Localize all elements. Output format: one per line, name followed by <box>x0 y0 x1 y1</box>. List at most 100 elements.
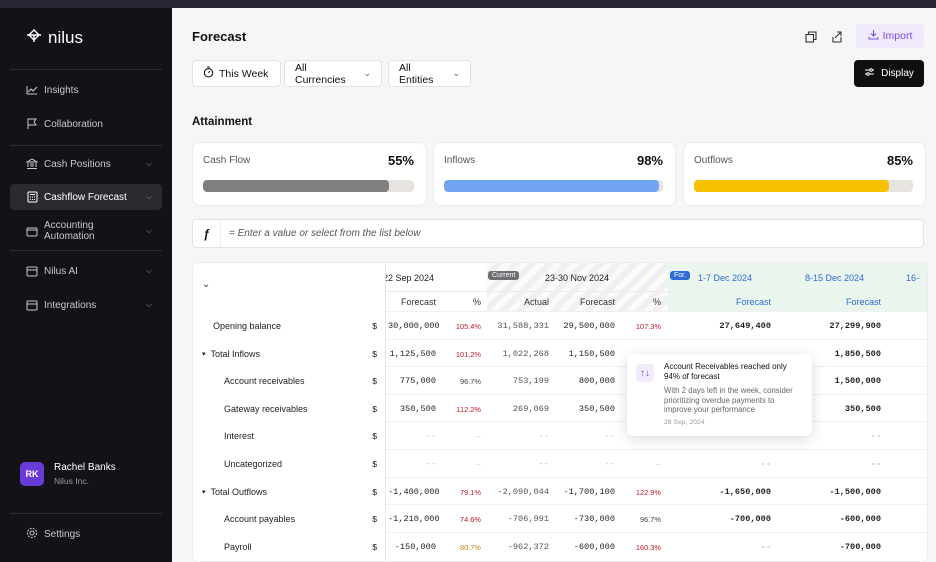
row-label[interactable]: ▾ Total Outflows <box>202 487 267 497</box>
import-button[interactable]: Import <box>856 24 924 48</box>
value-cell[interactable]: 29,500,000 <box>563 321 615 331</box>
row-label: Interest <box>224 431 254 441</box>
value-cell[interactable]: 753,199 <box>512 376 549 387</box>
user-profile[interactable]: RK Rachel Banks Nilus Inc. <box>20 462 116 486</box>
formula-input[interactable]: = Enter a value or select from the list … <box>229 228 421 239</box>
percent-cell[interactable]: 80.7% <box>460 542 481 552</box>
value-cell[interactable]: -- <box>538 459 549 469</box>
value-cell[interactable]: -- <box>604 459 615 469</box>
value-cell[interactable]: -600,000 <box>839 514 881 525</box>
share-icon[interactable] <box>828 28 846 46</box>
forecast-period-shade <box>668 263 927 311</box>
settings-link[interactable]: Settings <box>26 527 80 542</box>
value-cell[interactable]: -730,000 <box>573 514 615 525</box>
value-cell[interactable]: -- <box>870 431 881 442</box>
percent-cell[interactable]: 112.2% <box>456 404 481 414</box>
caret-down-icon[interactable]: ▾ <box>202 350 206 358</box>
percent-cell[interactable]: -- <box>656 460 661 469</box>
value-cell[interactable]: 350,500 <box>844 403 881 414</box>
value-cell[interactable]: -- <box>760 459 771 469</box>
value-cell[interactable]: 800,000 <box>578 376 615 387</box>
currency-symbol: $ <box>372 376 377 387</box>
currency-symbol: $ <box>372 403 377 414</box>
value-cell[interactable]: 350,500 <box>399 403 436 414</box>
calculator-icon <box>26 191 38 203</box>
copy-icon[interactable] <box>802 28 820 46</box>
value-cell[interactable]: -1,400,000 <box>388 486 440 497</box>
value-cell[interactable]: -- <box>425 459 436 469</box>
value-cell[interactable]: 1,850,500 <box>834 348 881 359</box>
percent-cell[interactable]: 101.2% <box>455 349 481 359</box>
value-cell[interactable]: 1,150,500 <box>568 348 615 359</box>
currency-filter[interactable]: All Currencies ⌄ <box>284 60 382 87</box>
sidebar-item-accounting-automation[interactable]: Accounting Automation ⌵ <box>10 218 162 244</box>
value-cell[interactable]: -700,000 <box>839 541 881 552</box>
value-cell[interactable]: -962,372 <box>507 541 549 552</box>
date-filter[interactable]: This Week <box>192 60 281 87</box>
caret-down-icon[interactable]: ▾ <box>202 488 206 496</box>
row-label[interactable]: ▾ Total Inflows <box>202 349 260 359</box>
value-cell[interactable]: -- <box>604 431 615 442</box>
logo[interactable]: nilus <box>26 28 83 48</box>
percent-cell[interactable]: 74.6% <box>460 515 481 525</box>
attainment-title: Attainment <box>192 116 253 128</box>
formula-bar[interactable]: ƒ = Enter a value or select from the lis… <box>192 219 924 248</box>
currency-symbol: $ <box>372 431 377 442</box>
value-cell[interactable]: 1,500,000 <box>834 376 881 387</box>
collapse-icon[interactable]: ⌄ <box>202 279 211 290</box>
row-label: Account receivables <box>224 376 305 386</box>
value-cell[interactable]: 30,000,000 <box>388 321 440 331</box>
sidebar-item-nilus-ai[interactable]: Nilus AI ⌵ <box>10 258 162 284</box>
value-cell[interactable]: -1,700,100 <box>563 486 615 497</box>
percent-cell[interactable]: 122.9% <box>635 487 661 497</box>
value-cell[interactable]: 269,069 <box>512 403 549 414</box>
value-cell[interactable]: -1,650,000 <box>719 486 771 497</box>
bank-icon <box>26 158 38 170</box>
period-header: 23-30 Nov 2024 <box>545 273 610 283</box>
value-cell[interactable]: 31,588,331 <box>497 321 549 331</box>
function-icon: ƒ <box>193 220 221 247</box>
value-cell[interactable]: -2,090,044 <box>497 486 549 497</box>
line-chart-icon <box>26 84 38 96</box>
chevron-down-icon: ⌵ <box>145 300 152 309</box>
row-label: Uncategorized <box>224 459 282 469</box>
percent-cell[interactable]: 160.3% <box>635 542 661 552</box>
value-cell[interactable]: -1,210,000 <box>388 514 440 525</box>
value-cell[interactable]: -600,000 <box>573 541 615 552</box>
percent-cell[interactable]: 96.7% <box>460 377 481 387</box>
sidebar-item-integrations[interactable]: Integrations ⌵ <box>10 292 162 318</box>
filter-label: All Entities <box>399 61 434 86</box>
entity-filter[interactable]: All Entities ⌄ <box>388 60 471 87</box>
sidebar-divider <box>10 250 162 251</box>
value-cell[interactable]: 27,299,900 <box>829 321 881 331</box>
value-cell[interactable]: -- <box>425 431 436 442</box>
value-cell[interactable]: -- <box>538 431 549 442</box>
value-cell[interactable]: -- <box>870 459 881 469</box>
value-cell[interactable]: -706,991 <box>507 514 549 525</box>
row-label: Payroll <box>224 542 252 552</box>
sidebar-item-cash-positions[interactable]: Cash Positions ⌵ <box>10 151 162 177</box>
value-cell[interactable]: -1,500,000 <box>829 486 881 497</box>
value-cell[interactable]: -700,000 <box>729 514 771 525</box>
sidebar-item-insights[interactable]: Insights <box>10 77 162 103</box>
sidebar-item-label: Nilus AI <box>44 265 78 277</box>
percent-cell[interactable]: 105.4% <box>455 322 481 331</box>
insight-icon: ↑↓ <box>636 364 654 382</box>
main-content: Forecast Import This Week All Currencies… <box>172 8 936 562</box>
value-cell[interactable]: -150,000 <box>394 541 436 552</box>
sidebar-item-cashflow-forecast[interactable]: Cashflow Forecast ⌵ <box>10 184 162 210</box>
percent-cell[interactable]: 96.7% <box>640 515 661 525</box>
value-cell[interactable]: 350,500 <box>578 403 615 414</box>
value-cell[interactable]: 1,022,268 <box>502 348 549 359</box>
value-cell[interactable]: 27,649,400 <box>719 321 771 331</box>
percent-cell[interactable]: 79.1% <box>460 487 481 497</box>
sidebar-item-collaboration[interactable]: Collaboration <box>10 111 162 137</box>
percent-cell[interactable]: 107.3% <box>635 322 661 331</box>
value-cell[interactable]: -- <box>760 541 771 552</box>
percent-cell[interactable]: -- <box>476 432 481 442</box>
display-button[interactable]: Display <box>854 60 924 87</box>
currency-symbol: $ <box>372 541 377 552</box>
percent-cell[interactable]: -- <box>476 460 481 469</box>
value-cell[interactable]: 1,125,500 <box>389 348 436 359</box>
value-cell[interactable]: 775,000 <box>399 376 436 387</box>
